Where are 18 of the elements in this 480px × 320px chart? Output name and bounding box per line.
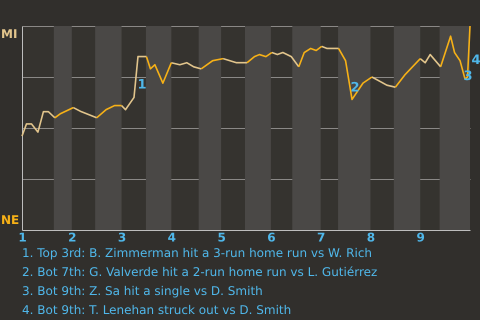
annotation: 4 bbox=[471, 53, 480, 68]
text: 4. Bot 9th: T. Lenehan struck out vs D. Smith bbox=[22, 302, 292, 319]
text: NE bbox=[1, 213, 20, 227]
x-tick-label: 2 bbox=[68, 230, 76, 244]
x-tick-label: 1 bbox=[18, 230, 27, 244]
x-tick-label: 5 bbox=[217, 230, 226, 244]
x-tick-label: 3 bbox=[118, 230, 126, 244]
x-tick-label: 8 bbox=[366, 230, 376, 244]
x-tick-label: 9 bbox=[416, 230, 425, 244]
x-tick-label: 7 bbox=[316, 230, 326, 244]
text: 2. Bot 7th: G. Valverde hit a 2-run home run vs L. Gutiérrez bbox=[22, 264, 378, 281]
text: 3. Bot 9th: Z. Sa hit a single vs D. Smith bbox=[22, 283, 264, 300]
x-tick-label: 4 bbox=[168, 230, 176, 244]
x-tick-label: 6 bbox=[267, 230, 276, 244]
annotation: 2 bbox=[350, 80, 360, 96]
text: 1. Top 3rd: B. Zimmerman hit a 3-run home run vs W. Rich bbox=[22, 245, 374, 262]
text: MI bbox=[1, 27, 18, 41]
annotation: 1 bbox=[137, 78, 147, 93]
